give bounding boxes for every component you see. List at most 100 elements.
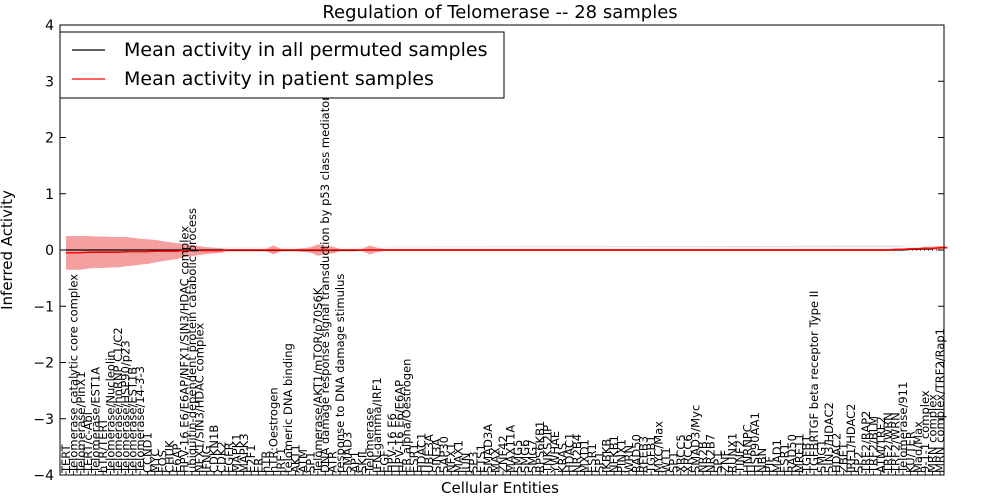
x-category-label: TRF2/WRN <box>889 412 903 474</box>
x-category-label: ATR <box>326 451 340 473</box>
x-category-label: ZNF <box>718 450 732 473</box>
x-category-label: XRCC6 <box>681 434 695 473</box>
x-category-label: AKT1 <box>289 444 303 473</box>
y-tick-label: 2 <box>45 131 54 147</box>
x-category-label: MYC <box>148 449 162 473</box>
x-category-label: CDKN1B <box>207 425 221 473</box>
x-category-label: JUN <box>459 453 473 474</box>
x-category-label: XRCC5 <box>674 434 688 473</box>
x-category-label: ESR1 <box>585 443 599 473</box>
x-category-label: 9-1-1 complex <box>918 390 932 473</box>
x-category-label: MYC/Max <box>652 421 666 473</box>
x-category-label: MXD1 <box>577 439 591 473</box>
x-category-label: CDK2 <box>215 441 229 473</box>
x-category-label: RAD50 <box>785 434 799 473</box>
x-category-label: Telomerase/HSP90/p23 <box>118 340 132 474</box>
x-category-label: RAD50 <box>629 434 643 473</box>
x-category-label: SP1 <box>711 451 725 473</box>
x-category-label: SP2 <box>852 451 866 473</box>
x-category-label: NBN <box>755 448 769 473</box>
x-category-label: EGF <box>377 450 391 473</box>
x-category-label: TRF2/WRN <box>881 412 895 474</box>
x-category-label: HPV-16 E6/E6AP <box>392 380 406 473</box>
x-category-label: Telomerase/AKT1/mTOR/p70S6K <box>311 287 325 474</box>
x-category-label: MAX11A <box>503 425 517 473</box>
x-category-label: HDAC1 <box>415 433 429 473</box>
x-category-label: IFN-gamma/IRF1 <box>370 377 384 473</box>
x-category-label: ATM/TRF2 <box>874 416 888 473</box>
x-category-label: HDAC2 <box>829 433 843 473</box>
x-category-label: HNRNPC <box>740 424 754 473</box>
series-line-patient <box>66 247 948 254</box>
x-category-label: ESR1 <box>407 443 421 473</box>
legend-label-permuted: Mean activity in all permuted samples <box>124 39 487 61</box>
x-category-label: SMAD3 <box>340 432 354 473</box>
x-category-label: telomeric DNA binding <box>281 343 295 473</box>
x-category-label: hTR <box>259 451 273 473</box>
x-category-label: ESR1 <box>777 443 791 473</box>
x-category-label: SMG7 <box>526 440 540 473</box>
x-category-label: NR2B7 <box>703 434 717 473</box>
x-category-label: EGFR <box>222 442 236 473</box>
x-category-label: YWHAE <box>548 431 562 474</box>
x-category-label: WT1 <box>659 447 673 473</box>
x-category-label: MRN complex/TRF2/Rap1 <box>933 328 947 473</box>
x-category-label: HDAC1 <box>563 433 577 473</box>
y-tick-label: −4 <box>33 468 54 484</box>
x-category-label: Telomerase/PinX1 <box>74 371 88 474</box>
y-tick-label: −2 <box>33 356 54 372</box>
y-tick-label: −3 <box>33 412 54 428</box>
chart-title: Regulation of Telomerase -- 28 samples <box>322 2 677 23</box>
x-category-label: SMG5 <box>511 440 525 473</box>
x-category-label: RPS6KB1 <box>533 421 547 473</box>
x-category-label: SP1 <box>592 451 606 473</box>
x-category-label: TGFB1 <box>644 435 658 474</box>
legend: Mean activity in all permuted samples Me… <box>59 31 505 99</box>
x-category-label: TRF2/RAP2 <box>859 411 873 474</box>
x-category-label: MAD1 <box>770 439 784 473</box>
x-category-label: IRF1/HDAC2 <box>844 404 858 474</box>
x-category-label: TINF2 <box>733 440 747 474</box>
confidence-band-permuted <box>66 245 933 248</box>
x-category-label: TERT/c-Abl <box>81 412 95 474</box>
x-category-label: IRF1 <box>274 448 288 473</box>
x-category-label: MAX1 <box>452 440 466 473</box>
x-category-label: HPV-16 E6 <box>385 413 399 473</box>
x-category-label: MAX <box>489 447 503 473</box>
x-category-label: CCND1 <box>140 432 154 473</box>
y-tick-label: 3 <box>45 74 54 90</box>
x-category-label: TERT <box>59 444 73 474</box>
x-category-label: NFX1/SIN3/HDAC complex <box>192 323 206 473</box>
y-tick-label: 4 <box>45 18 54 34</box>
x-category-label: MRE11 <box>792 433 806 473</box>
x-category-label: ubiquitin-dependent protein catabolic pr… <box>185 208 199 473</box>
x-category-label: ETS1 <box>474 444 488 473</box>
x-category-label: SKIL <box>355 448 369 473</box>
x-category-label: RUNX1 <box>726 433 740 473</box>
x-category-label: SMG1 <box>814 440 828 473</box>
x-category-label: KRAS <box>555 443 569 473</box>
x-category-label: ZNF42 <box>496 435 510 473</box>
x-category-label: hTR/TERT <box>96 417 110 473</box>
x-category-label: PIF <box>763 456 777 473</box>
x-category-label: NFKB1 <box>607 435 621 473</box>
x-category-label: HPV-16 E6/E6AP/NFX1/SIN3/HDAC complex <box>178 226 192 473</box>
x-category-label: Mad/Max <box>911 421 925 473</box>
x-category-label: IKBKB <box>600 439 614 473</box>
x-axis-title: Cellular Entities <box>441 479 559 497</box>
x-category-label: TRF2/BLM <box>866 416 880 474</box>
x-category-label: SMAD3A <box>481 424 495 473</box>
x-category-label: Telomerase catalytic core complex <box>66 274 80 474</box>
x-category-label: AP1 <box>348 451 362 473</box>
x-category-label: SIN3A <box>429 438 443 473</box>
x-category-label: NR2B4 <box>570 434 584 473</box>
x-category-label: Telomerase/14-3-3 <box>133 366 147 474</box>
x-category-label: MAPK3 <box>237 433 251 473</box>
x-category-label: SP3 <box>466 451 480 473</box>
x-category-label: Telomerase/911 <box>896 382 910 474</box>
x-category-label: Telomerase <box>363 408 377 475</box>
y-tick-label: 0 <box>45 243 54 259</box>
x-category-label: NFX1 <box>444 443 458 473</box>
x-category-label: E2F1 <box>244 444 258 473</box>
x-category-label: ER <box>252 458 266 473</box>
